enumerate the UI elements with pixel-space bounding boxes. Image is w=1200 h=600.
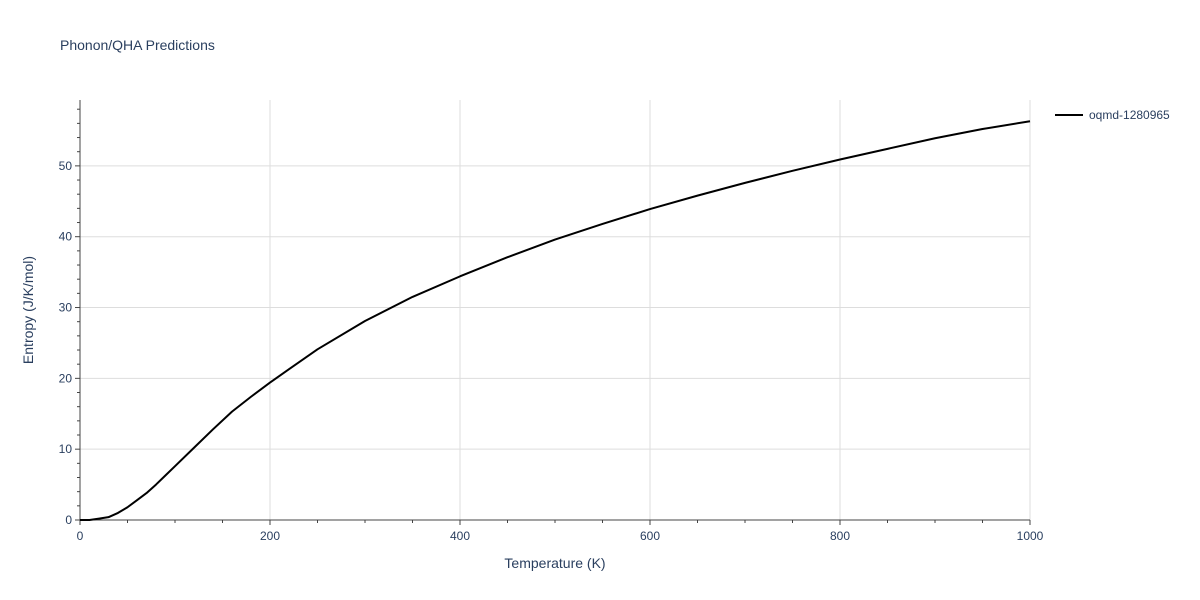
x-tick-label: 800 [830,529,850,543]
x-tick-label: 200 [260,529,280,543]
y-axis-title: Entropy (J/K/mol) [20,256,36,364]
y-tick-label: 30 [59,301,73,315]
chart-title: Phonon/QHA Predictions [60,37,215,53]
y-tick-label: 0 [65,513,72,527]
legend-item-label: oqmd-1280965 [1089,108,1170,122]
legend[interactable]: oqmd-1280965 [1055,108,1170,122]
series-layer [80,120,1031,521]
x-tick-label: 400 [450,529,470,543]
y-tick-label: 50 [59,159,73,173]
x-axis-title: Temperature (K) [504,555,605,571]
grid-layer [80,100,1031,520]
axis-layer: 0 200 400 600 800 1000 0 10 20 30 40 50 [59,100,1044,543]
series-line [80,120,1031,521]
y-tick-label: 20 [59,371,73,385]
x-tick-label: 0 [77,529,84,543]
y-tick-label: 10 [59,442,73,456]
x-tick-label: 600 [640,529,660,543]
y-tick-label: 40 [59,230,73,244]
x-tick-label: 1000 [1017,529,1044,543]
